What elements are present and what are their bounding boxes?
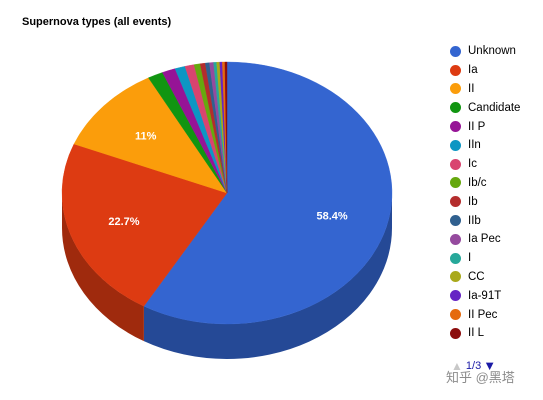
legend-item-i[interactable]: I <box>450 249 520 268</box>
watermark: 知乎 @黑塔 <box>446 370 515 385</box>
legend-swatch-icon <box>450 233 461 245</box>
pie-slice-unknown[interactable] <box>143 61 393 325</box>
legend-swatch-icon <box>450 290 461 302</box>
legend-swatch-icon <box>450 177 461 189</box>
legend-swatch-icon <box>450 252 461 264</box>
pie-label-ia: 22.7% <box>108 216 139 228</box>
pie-side-ia <box>62 193 144 342</box>
legend-item-ia-pec[interactable]: Ia Pec <box>450 230 520 249</box>
legend-swatch-icon <box>450 271 461 283</box>
legend-item-candidate[interactable]: Candidate <box>450 98 520 117</box>
legend-swatch-icon <box>450 327 461 339</box>
legend-swatch-icon <box>450 158 461 170</box>
pie-side-unknown <box>143 193 392 360</box>
legend-item-ii-l[interactable]: II L <box>450 324 520 343</box>
legend-label: IIn <box>468 139 481 152</box>
legend-label: IIb <box>468 214 481 227</box>
legend-page-indicator: 1/3 <box>465 359 482 372</box>
legend-swatch-icon <box>450 309 461 321</box>
legend-swatch-icon <box>450 121 461 133</box>
legend-item-ia[interactable]: Ia <box>450 61 520 80</box>
legend-swatch-icon <box>450 45 461 57</box>
legend-item-ia-91t[interactable]: Ia-91T <box>450 286 520 305</box>
legend-item-ii-pec[interactable]: II Pec <box>450 305 520 324</box>
legend-swatch-icon <box>450 102 461 114</box>
pie-slice-ia[interactable] <box>61 143 228 307</box>
pie-slice-ii[interactable] <box>73 77 228 194</box>
legend-label: Ia <box>468 64 478 77</box>
legend-label: II Pec <box>468 308 498 321</box>
legend-item-iin[interactable]: IIn <box>450 136 520 155</box>
legend-item-ib[interactable]: Ib <box>450 192 520 211</box>
legend-label: Ib <box>468 195 478 208</box>
legend-swatch-icon <box>450 139 461 151</box>
legend-item-ii[interactable]: II <box>450 80 520 99</box>
pie-slice-ii-l[interactable] <box>224 61 228 194</box>
legend-item-ii-p[interactable]: II P <box>450 117 520 136</box>
legend-label: Ia Pec <box>468 233 501 246</box>
legend-swatch-icon <box>450 215 461 227</box>
legend-item-iib[interactable]: IIb <box>450 211 520 230</box>
chart-legend: Unknown Ia II Candidate II P IIn Ic Ib/c Ib IIb Ia… <box>450 42 520 343</box>
chart-title: Supernova types (all events) <box>22 16 172 28</box>
legend-page-down-icon[interactable]: ▼ <box>483 358 497 373</box>
pie-side-walls <box>62 193 392 360</box>
legend-swatch-icon <box>450 83 461 95</box>
legend-page-up-icon: ▲ <box>451 358 463 373</box>
legend-swatch-icon <box>450 196 461 208</box>
legend-label: Candidate <box>468 101 521 114</box>
legend-label: II P <box>468 120 486 133</box>
legend-swatch-icon <box>450 64 461 76</box>
legend-label: II L <box>468 327 484 340</box>
legend-pager: ▲ 1/3 ▼ <box>451 358 496 373</box>
pie-label-unknown: 58.4% <box>317 211 348 223</box>
pie-data-labels: 58.4% 22.7% 11% <box>108 130 348 228</box>
legend-item-ic[interactable]: Ic <box>450 155 520 174</box>
legend-label: CC <box>468 270 485 283</box>
legend-label: Unknown <box>468 45 516 58</box>
legend-item-ib-c[interactable]: Ib/c <box>450 174 520 193</box>
pie-top-slices <box>61 61 393 325</box>
legend-item-unknown[interactable]: Unknown <box>450 42 520 61</box>
pie-label-ii: 11% <box>135 130 157 142</box>
legend-label: I <box>468 252 472 265</box>
legend-label: Ib/c <box>468 176 487 189</box>
legend-label: II <box>468 82 475 95</box>
legend-item-cc[interactable]: CC <box>450 268 520 287</box>
legend-label: Ic <box>468 158 477 171</box>
legend-label: Ia-91T <box>468 289 502 302</box>
